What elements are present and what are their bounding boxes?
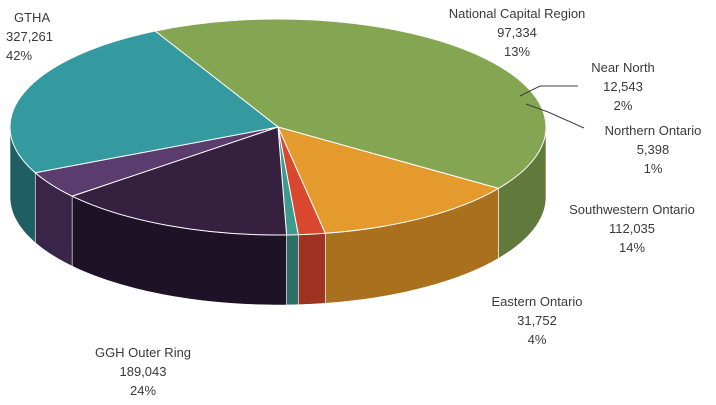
pie-sides <box>9 126 547 306</box>
national-capital-region-value-label: 97,334 <box>497 25 537 40</box>
data-label-ggh-outer-ring: GGH Outer Ring 189,043 24% <box>95 345 191 398</box>
leader-line-northern-ontario <box>525 103 585 129</box>
northern-ontario-percent-label: 1% <box>644 161 663 176</box>
gtha-name-label: GTHA <box>14 10 50 25</box>
near-north-value-label: 12,543 <box>603 79 643 94</box>
northern-ontario-name-label: Northern Ontario <box>605 123 702 138</box>
gtha-value-label: 327,261 <box>6 29 53 44</box>
southwestern-ontario-value-label: 112,035 <box>609 221 655 236</box>
eastern-ontario-name-label: Eastern Ontario <box>491 294 582 309</box>
near-north-percent-label: 2% <box>614 98 633 113</box>
slice-gtha <box>153 18 547 189</box>
data-label-northern-ontario: Northern Ontario 5,398 1% <box>605 123 702 176</box>
data-label-national-capital-region: National Capital Region 97,334 13% <box>449 6 586 59</box>
national-capital-region-percent-label: 13% <box>504 44 530 59</box>
eastern-ontario-value-label: 31,752 <box>517 313 557 328</box>
data-labels: GTHA 327,261 42% National Capital Region 97,… <box>6 6 701 398</box>
northern-ontario-value-label: 5,398 <box>637 142 670 157</box>
southwestern-ontario-percent-label: 14% <box>619 240 645 255</box>
data-label-gtha: GTHA 327,261 42% <box>6 10 53 63</box>
southwestern-ontario-name-label: Southwestern Ontario <box>569 202 695 217</box>
gtha-percent-label: 42% <box>6 48 32 63</box>
ggh-outer-ring-value-label: 189,043 <box>120 364 167 379</box>
slice-ggh-outer-ring <box>9 30 280 174</box>
slice-national-capital-region <box>277 126 500 234</box>
slice-southwestern-ontario <box>70 126 288 236</box>
leader-lines <box>519 85 585 129</box>
near-north-name-label: Near North <box>591 60 655 75</box>
pie-tops <box>9 18 547 236</box>
data-label-southwestern-ontario: Southwestern Ontario 112,035 14% <box>569 202 695 255</box>
ggh-outer-ring-name-label: GGH Outer Ring <box>95 345 191 360</box>
eastern-ontario-percent-label: 4% <box>528 332 547 347</box>
leader-line-near-north <box>519 85 578 97</box>
ggh-outer-ring-percent-label: 24% <box>130 383 156 398</box>
data-label-near-north: Near North 12,543 2% <box>591 60 655 113</box>
slice-side-near-north <box>297 232 326 305</box>
slice-side-northern-ontario <box>286 234 299 306</box>
national-capital-region-name-label: National Capital Region <box>449 6 586 21</box>
data-label-eastern-ontario: Eastern Ontario 31,752 4% <box>491 294 582 347</box>
